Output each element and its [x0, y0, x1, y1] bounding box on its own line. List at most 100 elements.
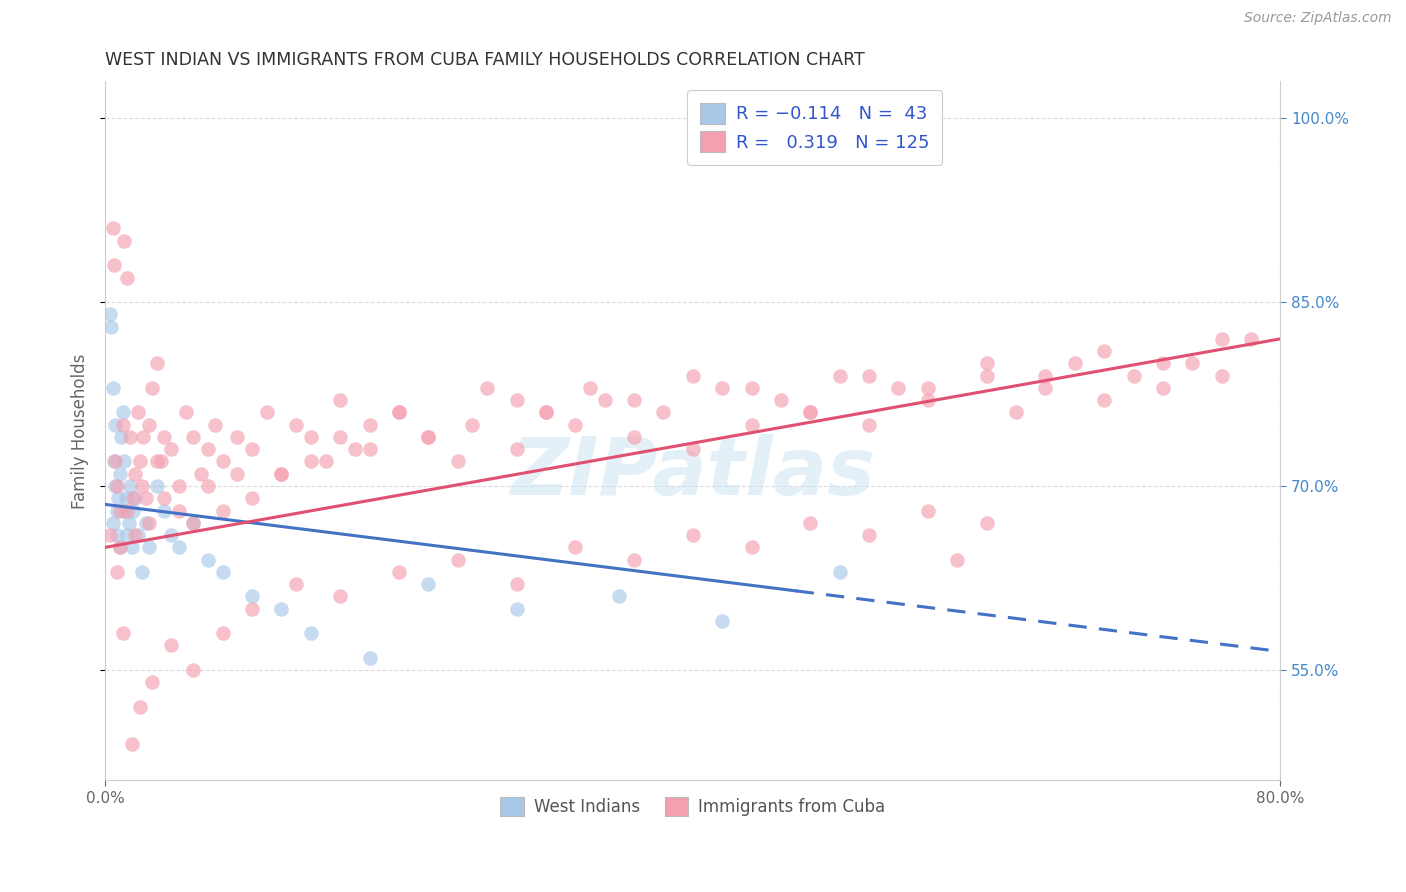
Point: [107, 491, 129, 506]
Point: [799, 516, 821, 530]
Point: [799, 405, 821, 419]
Point: [609, 590, 631, 604]
Point: [105, 565, 128, 579]
Point: [183, 516, 205, 530]
Point: [124, 467, 146, 481]
Point: [240, 590, 263, 604]
Point: [858, 417, 880, 432]
Point: [858, 368, 880, 383]
Point: [150, 454, 173, 468]
Point: [132, 430, 155, 444]
Point: [946, 552, 969, 566]
Point: [828, 565, 851, 579]
Point: [124, 528, 146, 542]
Point: [1152, 356, 1174, 370]
Point: [534, 405, 557, 419]
Point: [1035, 368, 1057, 383]
Point: [270, 467, 292, 481]
Point: [167, 479, 190, 493]
Point: [976, 368, 998, 383]
Point: [104, 454, 127, 468]
Point: [1035, 381, 1057, 395]
Point: [105, 528, 128, 542]
Point: [98, 528, 121, 542]
Point: [682, 528, 704, 542]
Point: [120, 479, 142, 493]
Point: [145, 479, 167, 493]
Point: [270, 601, 292, 615]
Point: [121, 541, 143, 555]
Point: [461, 417, 484, 432]
Point: [917, 503, 939, 517]
Point: [145, 356, 167, 370]
Point: [505, 442, 527, 457]
Point: [105, 503, 128, 517]
Point: [447, 552, 470, 566]
Point: [108, 503, 131, 517]
Point: [111, 405, 134, 419]
Point: [153, 491, 176, 506]
Point: [174, 405, 197, 419]
Point: [388, 565, 411, 579]
Point: [167, 503, 190, 517]
Point: [1240, 332, 1263, 346]
Point: [240, 601, 263, 615]
Point: [108, 541, 131, 555]
Point: [153, 430, 176, 444]
Point: [120, 430, 142, 444]
Point: [1063, 356, 1085, 370]
Point: [741, 541, 763, 555]
Point: [343, 442, 366, 457]
Point: [160, 528, 183, 542]
Point: [124, 491, 146, 506]
Point: [285, 577, 308, 591]
Point: [711, 381, 734, 395]
Point: [593, 393, 616, 408]
Point: [110, 430, 132, 444]
Point: [418, 430, 440, 444]
Point: [623, 393, 645, 408]
Point: [711, 614, 734, 628]
Point: [534, 405, 557, 419]
Point: [917, 393, 939, 408]
Point: [122, 503, 145, 517]
Point: [211, 626, 233, 640]
Point: [111, 626, 134, 640]
Point: [270, 467, 292, 481]
Point: [799, 405, 821, 419]
Point: [976, 516, 998, 530]
Point: [256, 405, 278, 419]
Point: [359, 650, 381, 665]
Point: [138, 417, 160, 432]
Point: [127, 528, 149, 542]
Point: [141, 381, 163, 395]
Point: [682, 368, 704, 383]
Point: [141, 675, 163, 690]
Point: [1211, 332, 1233, 346]
Point: [118, 516, 141, 530]
Point: [741, 381, 763, 395]
Point: [418, 430, 440, 444]
Point: [329, 430, 352, 444]
Point: [101, 516, 124, 530]
Point: [359, 417, 381, 432]
Point: [160, 442, 183, 457]
Point: [138, 541, 160, 555]
Point: [104, 417, 127, 432]
Point: [475, 381, 498, 395]
Point: [112, 234, 135, 248]
Point: [114, 491, 136, 506]
Point: [682, 442, 704, 457]
Point: [131, 565, 153, 579]
Point: [447, 454, 470, 468]
Point: [887, 381, 910, 395]
Text: Source: ZipAtlas.com: Source: ZipAtlas.com: [1244, 11, 1392, 25]
Point: [183, 663, 205, 677]
Point: [138, 516, 160, 530]
Point: [108, 467, 131, 481]
Text: WEST INDIAN VS IMMIGRANTS FROM CUBA FAMILY HOUSEHOLDS CORRELATION CHART: WEST INDIAN VS IMMIGRANTS FROM CUBA FAMI…: [105, 51, 865, 69]
Point: [103, 258, 125, 272]
Point: [1092, 344, 1115, 359]
Point: [103, 454, 125, 468]
Point: [197, 552, 219, 566]
